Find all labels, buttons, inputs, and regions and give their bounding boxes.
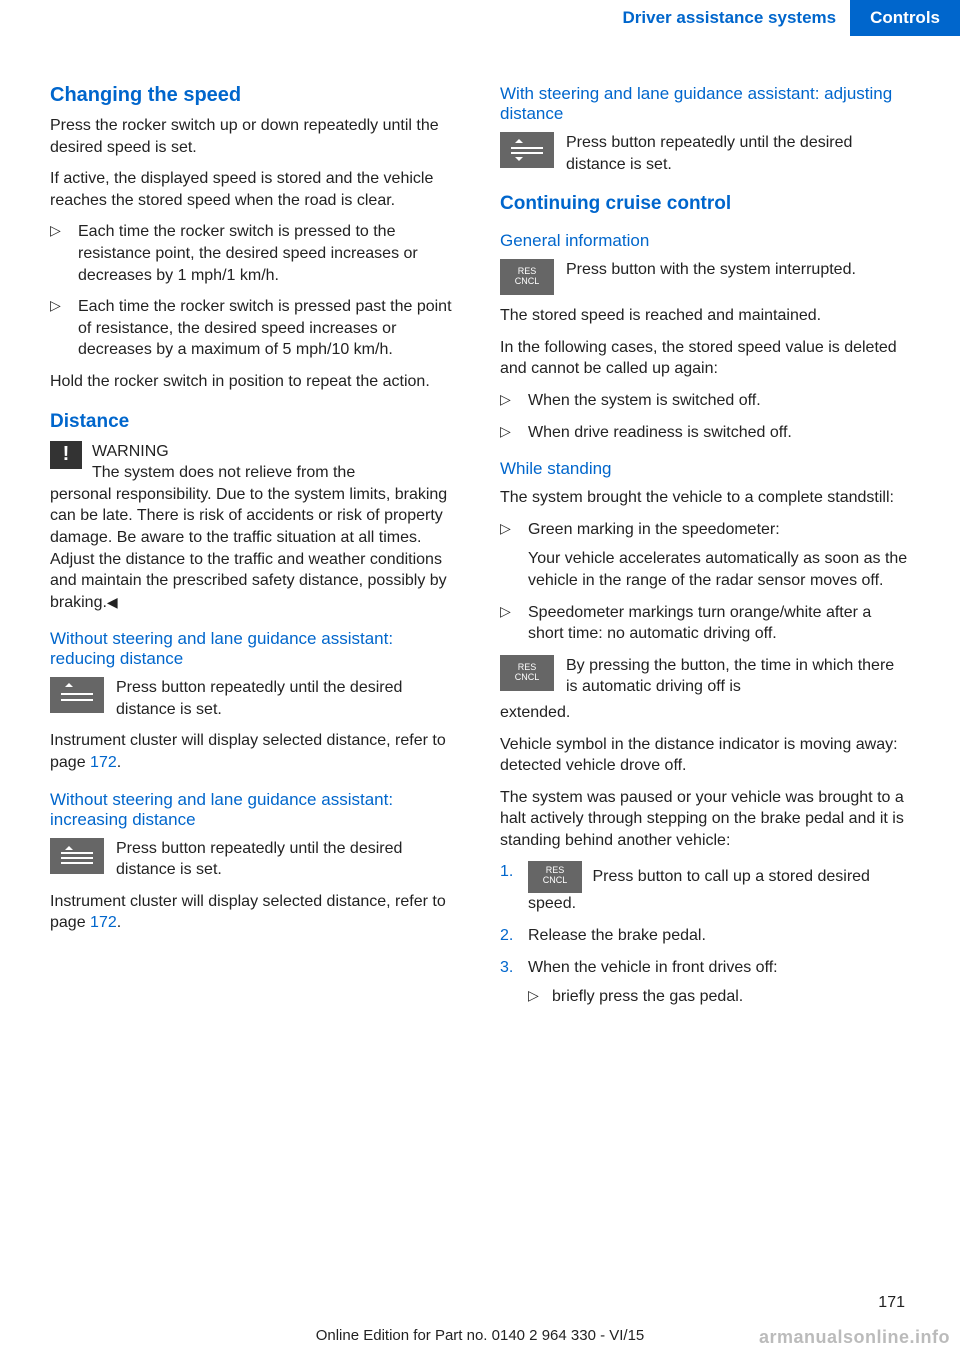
- list-item: Speedometer markings turn orange/white a…: [500, 602, 910, 645]
- text: .: [117, 754, 121, 771]
- heading-with-steering: With steering and lane guidance assistan…: [500, 84, 910, 124]
- paragraph: Press button repeatedly until the desire…: [116, 838, 460, 881]
- list-item: 2. Release the brake pedal.: [500, 925, 910, 947]
- list-item: Green marking in the speedometer: Your v…: [500, 519, 910, 592]
- paragraph: Press button repeatedly until the desire…: [116, 677, 460, 720]
- warning-label: WARNING: [92, 443, 169, 460]
- res-cncl-icon: RESCNCL: [528, 861, 582, 893]
- list-number: 3.: [500, 957, 513, 979]
- page-header: Driver assistance systems Controls: [0, 0, 960, 36]
- list-item: Each time the rocker switch is pressed p…: [50, 296, 460, 361]
- distance-increase-icon: [50, 838, 104, 874]
- header-section: Driver assistance systems: [623, 0, 851, 36]
- paragraph: The system brought the vehicle to a comp…: [500, 487, 910, 509]
- warning-header: ! WARNING The system does not relieve fr…: [50, 441, 460, 484]
- bullet-list: Each time the rocker switch is pressed t…: [50, 221, 460, 361]
- paragraph: Press button with the system interrupted…: [566, 259, 856, 281]
- paragraph: Press button repeatedly until the desire…: [566, 132, 910, 175]
- heading-continuing: Continuing cruise control: [500, 193, 910, 215]
- end-arrow-icon: ◀: [107, 594, 118, 610]
- icon-text-block: RESCNCL Press button with the system int…: [500, 259, 910, 295]
- heading-while-standing: While standing: [500, 459, 910, 479]
- heading-distance: Distance: [50, 411, 460, 433]
- text: Release the brake pedal.: [528, 927, 706, 944]
- icon-text-block: Press button repeatedly until the desire…: [50, 838, 460, 881]
- paragraph: The stored speed is reached and maintain…: [500, 305, 910, 327]
- list-item: When the system is switched off.: [500, 390, 910, 412]
- sub-bullet-list: briefly press the gas pedal.: [528, 986, 910, 1008]
- page-link[interactable]: 172: [90, 914, 117, 931]
- header-chapter: Controls: [850, 0, 960, 36]
- page-link[interactable]: 172: [90, 754, 117, 771]
- list-item: briefly press the gas pedal.: [528, 986, 910, 1008]
- paragraph: Instrument cluster will display selected…: [50, 891, 460, 934]
- paragraph: Press the rocker switch up or down repea…: [50, 115, 460, 158]
- paragraph: Hold the rocker switch in position to re…: [50, 371, 460, 393]
- paragraph: Your vehicle accelerates automatically a…: [528, 548, 910, 591]
- text: .: [117, 914, 121, 931]
- list-number: 2.: [500, 925, 513, 947]
- heading-general-info: General information: [500, 231, 910, 251]
- icon-text-block: RESCNCL By pressing the button, the time…: [500, 655, 910, 698]
- heading-changing-speed: Changing the speed: [50, 84, 460, 107]
- page-number: 171: [878, 1294, 905, 1312]
- paragraph: Instrument cluster will display selected…: [50, 730, 460, 773]
- warning-icon: !: [50, 441, 82, 469]
- heading-without-reduce: Without steering and lane guidance assis…: [50, 629, 460, 669]
- left-column: Changing the speed Press the rocker swit…: [50, 66, 460, 1018]
- icon-text-block: Press button repeatedly until the desire…: [50, 677, 460, 720]
- list-item: Each time the rocker switch is pressed t…: [50, 221, 460, 286]
- warning-body: personal responsibility. Due to the syst…: [50, 484, 460, 614]
- watermark: armanualsonline.info: [759, 1327, 950, 1348]
- paragraph: Vehicle symbol in the distance indicator…: [500, 734, 910, 777]
- numbered-list: 1.RESCNCL Press button to call up a stor…: [500, 861, 910, 1007]
- paragraph: In the following cases, the stored speed…: [500, 337, 910, 380]
- list-number: 1.: [500, 861, 513, 883]
- distance-reduce-icon: [50, 677, 104, 713]
- warning-body-start: The system does not relieve from the: [92, 464, 355, 481]
- warning-block: ! WARNING The system does not relieve fr…: [50, 441, 460, 614]
- text-wrap: By pressing the button, the time in whic…: [566, 655, 910, 698]
- right-column: With steering and lane guidance assistan…: [500, 66, 910, 1018]
- distance-adjust-icon: [500, 132, 554, 168]
- res-cncl-icon: RESCNCL: [500, 655, 554, 691]
- bullet-list: Green marking in the speedometer: Your v…: [500, 519, 910, 645]
- paragraph: The system was paused or your vehicle wa…: [500, 787, 910, 852]
- paragraph: If active, the displayed speed is stored…: [50, 168, 460, 211]
- icon-text-block: Press button repeatedly until the desire…: [500, 132, 910, 175]
- page-content: Changing the speed Press the rocker swit…: [0, 66, 960, 1018]
- text: When the vehicle in front drives off:: [528, 959, 778, 976]
- heading-without-increase: Without steering and lane guidance assis…: [50, 790, 460, 830]
- bullet-list: When the system is switched off. When dr…: [500, 390, 910, 443]
- list-item: 3.When the vehicle in front drives off: …: [500, 957, 910, 1008]
- paragraph: extended.: [500, 702, 910, 724]
- text: Green marking in the speedometer:: [528, 521, 780, 538]
- res-cncl-icon: RESCNCL: [500, 259, 554, 295]
- list-item: 1.RESCNCL Press button to call up a stor…: [500, 861, 910, 915]
- list-item: When drive readiness is switched off.: [500, 422, 910, 444]
- warning-text: WARNING The system does not relieve from…: [92, 441, 355, 484]
